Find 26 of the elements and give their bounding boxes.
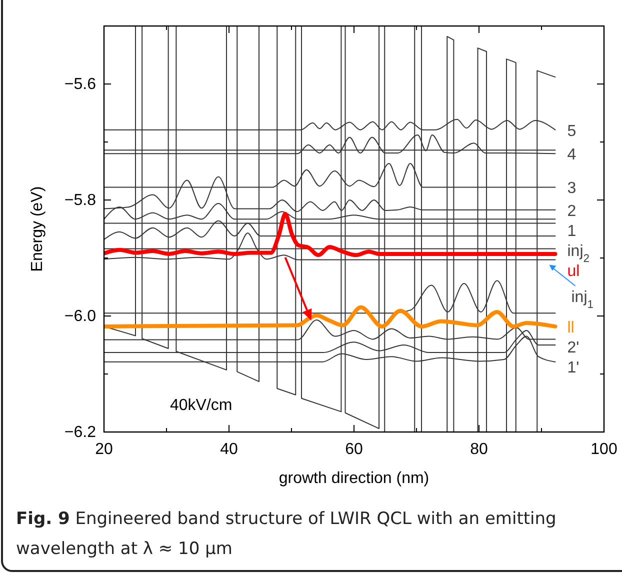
series-label: ll xyxy=(567,319,574,336)
line-series xyxy=(104,212,558,258)
x-tick-label: 60 xyxy=(345,441,363,458)
series-label: 2 xyxy=(567,202,576,220)
series-label: 3 xyxy=(567,180,576,198)
series-label: ul xyxy=(567,262,580,280)
series-label: 5 xyxy=(567,122,576,140)
y-tick-label: −5.8 xyxy=(64,192,96,209)
series-label: inj$_{2}$ xyxy=(567,242,590,265)
x-tick-label: 40 xyxy=(220,441,238,458)
x-tick-label: 20 xyxy=(95,441,113,458)
text: Fig. 9 Engineered band structure of LWIR QCL with an emitting wavelength at λ ≈ 10 μm xyxy=(16,509,556,559)
text: inj$_{1}$ xyxy=(571,288,594,311)
series-label: 1' xyxy=(567,359,580,376)
annotation: 40kV/cm xyxy=(170,397,232,414)
x-tick-label: 80 xyxy=(470,441,488,458)
y-tick-label: −5.6 xyxy=(64,76,96,93)
line-series xyxy=(104,305,558,328)
series-label: 4 xyxy=(567,146,576,164)
series-label: 2' xyxy=(567,339,580,356)
y-tick-label: −6.0 xyxy=(64,308,96,325)
x-tick-label: 100 xyxy=(590,441,618,458)
y-tick-label: −6.2 xyxy=(64,424,96,441)
series-label: 1 xyxy=(567,222,576,240)
y-axis-title: Energy (eV) xyxy=(29,186,46,272)
x-axis-title: growth direction (nm) xyxy=(278,470,430,487)
